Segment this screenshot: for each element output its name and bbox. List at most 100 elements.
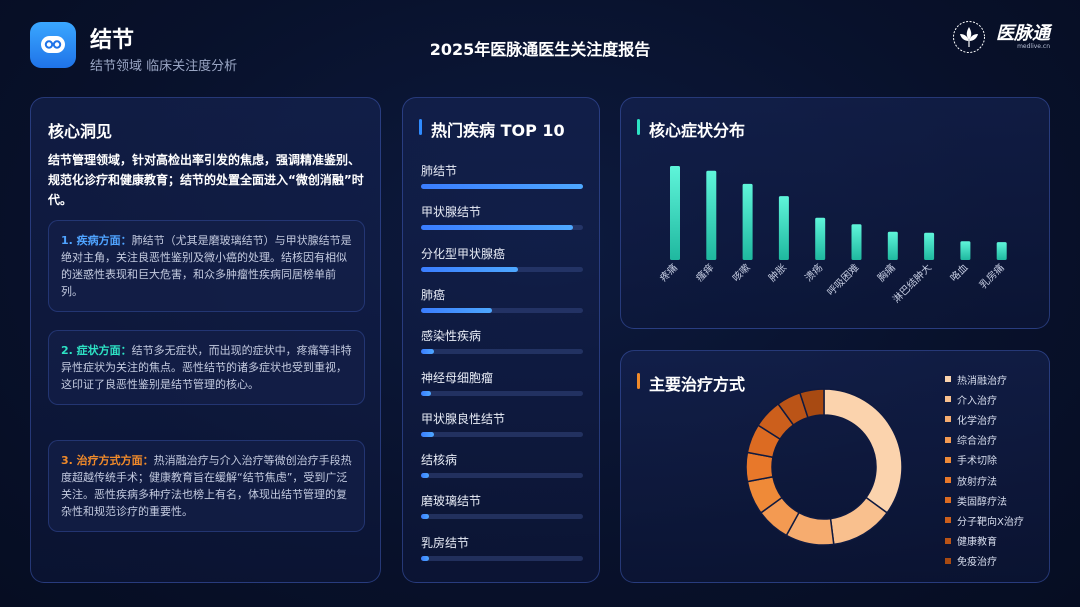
donut-slice: [798, 388, 825, 419]
legend-swatch: [945, 517, 951, 524]
disease-item: 肺癌: [421, 286, 583, 313]
symptom-bar: [996, 242, 1007, 260]
disease-item: 磨玻璃结节: [421, 492, 583, 520]
symptom-tick-label: 肿胀: [766, 261, 789, 284]
insight-treatment: 3. 治疗方式方面：热消融治疗与介入治疗等微创治疗手段热度超越传统手术；健康教育…: [48, 440, 365, 532]
disease-bar-fill: [421, 514, 430, 520]
disease-item: 神经母细胞瘤: [421, 369, 583, 396]
insight-text: 肺结节（尤其是磨玻璃结节）与甲状腺结节是绝对主角，关注良恶性鉴别及微小癌的处理。…: [61, 234, 352, 298]
symptom-tick-label: 乳房痛: [976, 261, 1006, 291]
disease-bar-fill: [421, 390, 431, 396]
message-bubble-icon: [30, 22, 76, 68]
report-title: 2025年医脉通医生关注度报告: [429, 40, 651, 59]
insight-symptom: 2. 症状方面：结节多无症状，而出现的症状中，疼痛等非特异性症状为关注的焦点。恶…: [48, 330, 365, 405]
treatments-title: 主要治疗方式: [649, 375, 746, 394]
page-subtitle: 结节领域 临床关注度分析: [90, 59, 238, 74]
disease-item: 甲状腺结节: [421, 203, 583, 231]
disease-name: 甲状腺结节: [421, 205, 482, 220]
disease-name: 分化型甲状腺癌: [421, 246, 506, 261]
disease-bar-track: [421, 184, 583, 189]
disease-bar-track: [421, 431, 583, 437]
disease-name: 肺癌: [421, 287, 446, 302]
disease-item: 甲状腺良性结节: [421, 410, 583, 437]
legend-swatch: [945, 456, 951, 463]
legend-swatch: [945, 557, 951, 564]
disease-bar-track: [421, 349, 583, 355]
brand-url: medlive.cn: [1017, 42, 1050, 50]
disease-name: 肺结节: [421, 164, 458, 178]
disease-name: 神经母细胞瘤: [421, 370, 494, 385]
symptom-tick-label: 溃疡: [802, 261, 825, 284]
legend-label: 介入治疗: [957, 395, 997, 407]
legend-swatch: [945, 376, 951, 383]
symptom-tick-label: 咯血: [947, 261, 970, 284]
disease-name: 甲状腺良性结节: [421, 411, 506, 426]
legend-item: 化学治疗: [945, 409, 1024, 429]
legend-item: 免疫治疗: [945, 551, 1024, 571]
disease-item: 结核病: [421, 451, 583, 479]
legend-label: 综合治疗: [957, 436, 997, 448]
insights-title: 核心洞见: [48, 122, 113, 141]
disease-bar-track: [421, 266, 583, 272]
legend-item: 健康教育: [945, 531, 1024, 551]
legend-label: 热消融治疗: [957, 375, 1007, 387]
disease-bar-track: [421, 390, 583, 396]
disease-bar-fill: [421, 266, 519, 272]
treatments-card: 主要治疗方式 热消融治疗介入治疗化学治疗综合治疗手术切除放射疗法类固醇疗法分子靶…: [620, 350, 1050, 583]
leaf-emblem-icon: [953, 21, 985, 53]
symptom-tick-label: 咳嗽: [729, 261, 752, 284]
disease-item: 肺结节: [421, 162, 583, 189]
symptom-bar: [815, 217, 826, 260]
legend-label: 分子靶向X治疗: [957, 516, 1024, 528]
treatment-legend: 热消融治疗介入治疗化学治疗综合治疗手术切除放射疗法类固醇疗法分子靶向X治疗 健康教…: [945, 369, 1024, 571]
insights-card: 核心洞见 结节管理领域，针对高检出率引发的焦虑，强调精准鉴别、规范化诊疗和健康教…: [30, 97, 381, 583]
symptom-bar: [960, 241, 971, 260]
legend-item: 热消融治疗: [945, 369, 1024, 389]
symptoms-title: 核心症状分布: [649, 121, 746, 140]
insight-lead: 2. 症状方面：: [61, 344, 132, 357]
disease-bar-track: [421, 225, 583, 231]
legend-swatch: [945, 416, 951, 423]
legend-swatch: [945, 396, 951, 403]
disease-item: 分化型甲状腺癌: [421, 245, 583, 272]
insights-intro: 结节管理领域，针对高检出率引发的焦虑，强调精准鉴别、规范化诊疗和健康教育；结节的…: [48, 153, 364, 207]
disease-item: 感染性疾病: [421, 327, 583, 355]
symptom-tick-label: 淋巴结肿大: [890, 261, 935, 306]
disease-name: 结核病: [421, 453, 458, 468]
legend-label: 放射疗法: [957, 476, 997, 488]
title-accent-bar: [637, 119, 640, 135]
page-title: 结节: [90, 28, 135, 53]
disease-name: 乳房结节: [421, 535, 470, 550]
insight-disease: 1. 疾病方面：肺结节（尤其是磨玻璃结节）与甲状腺结节是绝对主角，关注良恶性鉴别…: [48, 220, 365, 312]
disease-bar-fill: [421, 555, 430, 561]
disease-name: 磨玻璃结节: [421, 494, 482, 509]
disease-item: 乳房结节: [421, 534, 583, 561]
legend-label: 健康教育: [957, 537, 997, 549]
symptom-tick-label: 呼吸困难: [825, 262, 862, 299]
disease-name: 感染性疾病: [421, 329, 482, 344]
donut-slice: [823, 388, 903, 514]
disease-bar-fill: [421, 473, 430, 479]
symptom-bar: [924, 232, 935, 260]
symptom-bar: [887, 231, 898, 260]
legend-item: 类固醇疗法: [945, 490, 1024, 510]
top-diseases-title: 热门疾病 TOP 10: [431, 121, 565, 140]
disease-bar-fill: [421, 225, 574, 231]
disease-bar-fill: [421, 349, 434, 355]
legend-item: 放射疗法: [945, 470, 1024, 490]
legend-label: 免疫治疗: [957, 557, 997, 569]
legend-item: 分子靶向X治疗: [945, 510, 1024, 530]
symptom-bar: [742, 183, 753, 260]
top-diseases-card: 热门疾病 TOP 10 肺结节甲状腺结节分化型甲状腺癌 肺癌感染性疾病神经母细胞瘤…: [402, 97, 600, 583]
brand-name: 医脉通: [996, 22, 1050, 44]
symptom-bar: [670, 166, 680, 260]
page-header: 结节 结节领域 临床关注度分析 2025年医脉通医生关注度报告 医脉通 medl…: [0, 0, 1080, 90]
legend-item: 手术切除: [945, 450, 1024, 470]
symptom-bar: [778, 196, 789, 260]
legend-item: 综合治疗: [945, 430, 1024, 450]
symptom-tick-label: 瘙痒: [693, 261, 716, 284]
title-accent-bar: [637, 373, 640, 389]
legend-label: 化学治疗: [957, 415, 997, 427]
symptom-bar: [706, 170, 717, 260]
